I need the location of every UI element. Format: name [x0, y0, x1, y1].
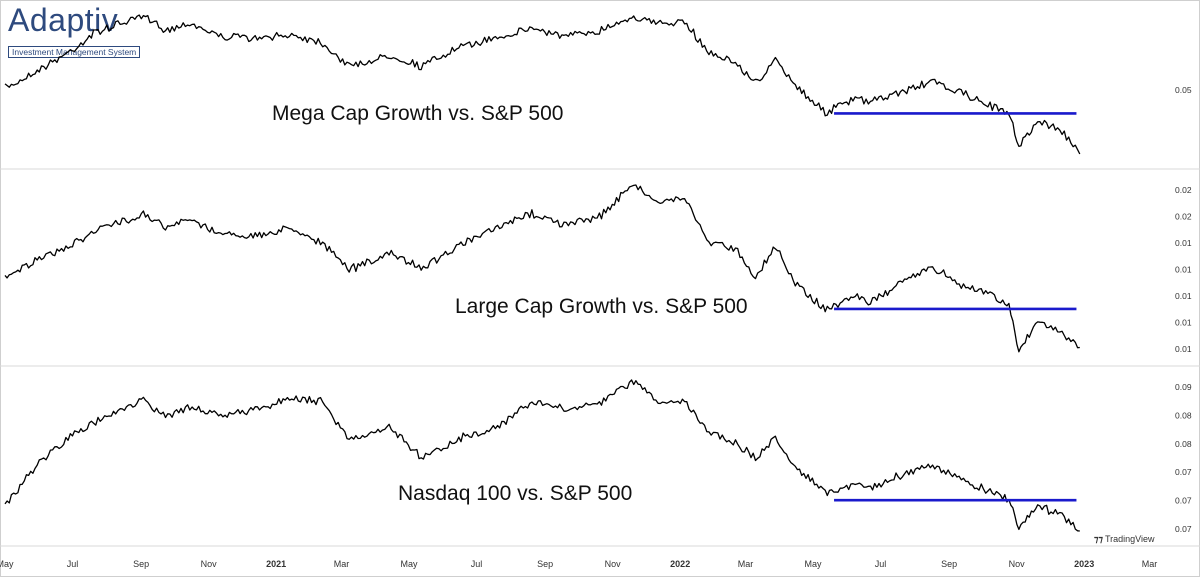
y-tick-label: 0.07	[1175, 496, 1192, 506]
x-tick-label: 2021	[266, 559, 286, 569]
price-ratio-line	[4, 379, 1080, 532]
panel-title: Mega Cap Growth vs. S&P 500	[272, 102, 563, 125]
tradingview-label: TradingView	[1104, 534, 1155, 544]
x-tick-label: Mar	[738, 559, 754, 569]
x-tick-label: May	[400, 559, 418, 569]
y-tick-label: 0.01	[1175, 238, 1192, 248]
y-tick-label: 0.01	[1175, 291, 1192, 301]
x-tick-label: May	[805, 559, 823, 569]
panel-title: Nasdaq 100 vs. S&P 500	[398, 482, 632, 505]
y-tick-label: 0.01	[1175, 344, 1192, 354]
x-tick-label: Jul	[471, 559, 483, 569]
y-tick-label: 0.01	[1175, 318, 1192, 328]
x-tick-label: May	[0, 559, 14, 569]
y-tick-label: 0.01	[1175, 265, 1192, 275]
y-tick-label: 0.08	[1175, 439, 1192, 449]
y-tick-label: 0.07	[1175, 524, 1192, 534]
price-ratio-line	[4, 14, 1081, 155]
panel-title: Large Cap Growth vs. S&P 500	[455, 295, 748, 318]
x-tick-label: Jul	[875, 559, 887, 569]
x-tick-label: Sep	[133, 559, 149, 569]
adaptiv-logo: Adaptiv Investment Management System	[6, 2, 156, 60]
x-tick-label: Mar	[1142, 559, 1158, 569]
price-ratio-line	[4, 184, 1080, 353]
tradingview-watermark: ⁊⁊ TradingView	[1094, 534, 1154, 545]
x-tick-label: 2022	[670, 559, 690, 569]
logo-tagline: Investment Management System	[8, 46, 141, 58]
x-tick-label: Sep	[537, 559, 553, 569]
y-tick-label: 0.02	[1175, 185, 1192, 195]
y-tick-label: 0.02	[1175, 212, 1192, 222]
x-tick-label: Nov	[201, 559, 218, 569]
tradingview-logo-icon: ⁊⁊	[1094, 534, 1103, 544]
x-tick-label: Sep	[941, 559, 957, 569]
x-tick-label: Nov	[605, 559, 622, 569]
y-tick-label: 0.05	[1175, 85, 1192, 95]
y-tick-label: 0.09	[1175, 382, 1192, 392]
x-tick-label: 2023	[1074, 559, 1094, 569]
x-tick-label: Mar	[334, 559, 350, 569]
y-tick-label: 0.07	[1175, 467, 1192, 477]
y-tick-label: 0.08	[1175, 410, 1192, 420]
x-tick-label: Jul	[67, 559, 79, 569]
x-tick-label: Nov	[1009, 559, 1026, 569]
